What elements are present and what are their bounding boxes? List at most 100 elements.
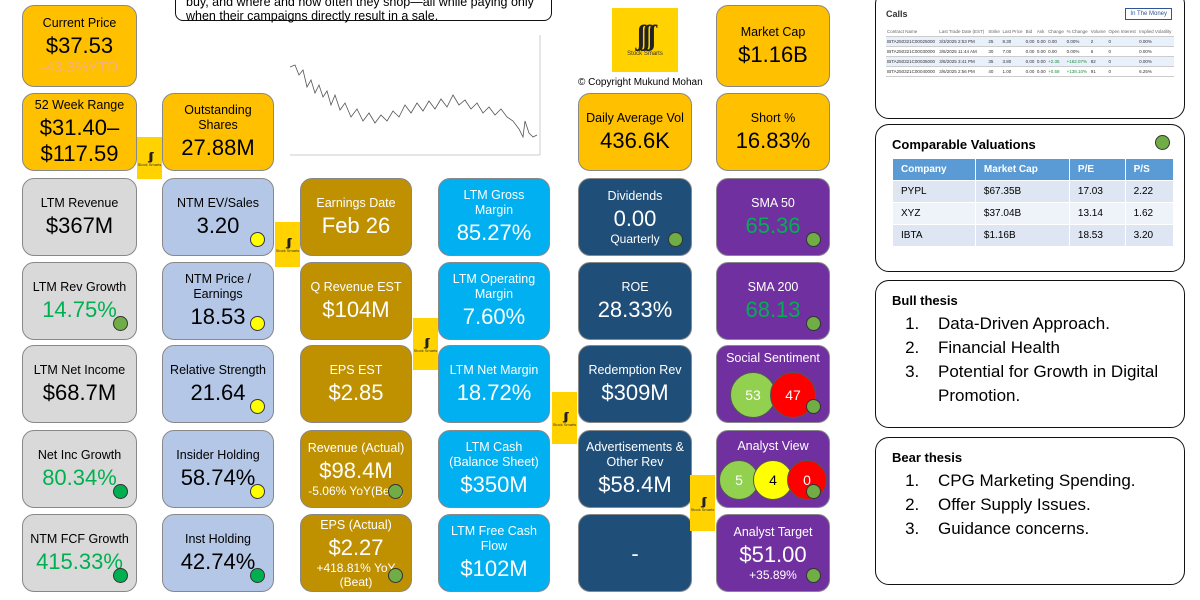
stock-smarts-logo: ʃʃʃ Stock Smarts [413, 318, 438, 370]
calls-cell: 0.00% [1065, 46, 1090, 57]
metric-card: LTM Operating Margin 7.60% [438, 262, 550, 340]
card-value: 68.13 [745, 296, 801, 322]
calls-cell: 7.00 [1001, 46, 1025, 57]
calls-cell: IBTA250321C00040000 [886, 66, 939, 77]
card-value: $37.53 [45, 32, 114, 58]
status-dot [806, 232, 821, 247]
card-title: Dividends [607, 188, 663, 203]
bear-thesis-list: CPG Marketing Spending.Offer Supply Issu… [892, 469, 1168, 541]
metric-card: Social Sentiment 53 47 [716, 345, 830, 423]
calls-cell: 3/6/2025 2:56 PM [938, 66, 988, 77]
card-title: Earnings Date [316, 195, 396, 210]
calls-header-cell: % Change [1065, 27, 1090, 37]
status-dot [1155, 135, 1170, 150]
calls-cell: 25 [987, 36, 1002, 47]
calls-cell: 0.00 [1024, 56, 1036, 67]
card-title: Net Inc Growth [37, 447, 122, 462]
comparables-cell: $1.16B [974, 224, 1070, 247]
card-value: $68.7M [42, 379, 117, 405]
calls-header-cell: Change [1047, 27, 1066, 37]
stock-smarts-logo: ʃʃʃ Stock Smarts [690, 475, 715, 531]
card-title: Outstanding Shares [184, 103, 252, 132]
callout-line: when their campaigns directly result in … [186, 9, 439, 23]
calls-header-cell: Last Trade Date (EST) [938, 27, 988, 37]
metric-card: Net Inc Growth 80.34% [22, 430, 137, 508]
calls-header-cell: Contract Name [886, 27, 939, 37]
bubble-row: 53 47 [730, 371, 816, 418]
metric-card: Current Price $37.53 -43.3%YTD [22, 5, 137, 87]
card-title: ROE [621, 279, 649, 294]
card-value: 7.60% [462, 304, 526, 329]
card-value: 42.74% [180, 548, 256, 574]
metric-card: 52 Week Range $31.40–$117.59 [22, 93, 137, 171]
card-title: Current Price [42, 15, 117, 30]
card-title: Advertisements & Other Rev [586, 440, 684, 469]
card-title: Relative Strength [170, 362, 266, 377]
calls-cell: 0.00 [1035, 36, 1048, 47]
status-dot [806, 568, 821, 583]
metric-card: NTM FCF Growth 415.33% [22, 514, 137, 592]
bear-thesis-title: Bear thesis [892, 450, 963, 465]
calls-cell: +0.58 [1047, 66, 1066, 77]
calls-cell: 35 [987, 56, 1002, 67]
card-value: 0.00 [613, 205, 657, 231]
bull-thesis-title: Bull thesis [892, 293, 958, 308]
comparables-row: IBTA $1.16B 18.53 3.20 [892, 224, 1175, 247]
card-title: LTM Cash (Balance Sheet) [449, 440, 539, 469]
card-value: 16.83% [735, 127, 811, 153]
calls-cell: IBTA250321C00025000 [886, 36, 939, 47]
bear-thesis-item: Offer Supply Issues. [924, 493, 1168, 517]
bull-thesis-item: Data-Driven Approach. [924, 312, 1168, 336]
calls-cell: 30 [987, 46, 1002, 57]
calls-cell: +162.07% [1065, 56, 1090, 67]
metric-card: Short % 16.83% [716, 93, 830, 171]
logo-glyph: ʃʃʃ [148, 148, 154, 163]
logo-text: Stock Smarts [137, 161, 162, 167]
card-value: 18.53 [190, 304, 246, 329]
card-title: SMA 50 [751, 195, 795, 210]
stock-smarts-logo: ʃʃʃ Stock Smarts [552, 392, 577, 444]
calls-filter: In The Money [1125, 8, 1172, 20]
card-value: 85.27% [456, 220, 532, 245]
card-sub: +418.81% YoY (Beat) [316, 560, 396, 589]
calls-header-cell: Last Price [1001, 27, 1025, 37]
logo-glyph: ʃʃʃ [563, 408, 569, 423]
calls-cell: +138.10% [1065, 66, 1090, 77]
card-title: Redemption Rev [588, 362, 682, 377]
card-title: Analyst View [737, 438, 809, 453]
sentiment-bubble: 5 [719, 459, 759, 500]
comparables-cell: 3.20 [1124, 224, 1175, 247]
metric-card: LTM Net Income $68.7M [22, 345, 137, 423]
calls-header-cell: Bid [1024, 27, 1036, 37]
card-value: $51.00 [739, 541, 807, 567]
calls-row: IBTA250321C00025000 3/3/2025 2:53 PM 25 8.3… [886, 36, 1174, 47]
card-value: $58.4M [598, 472, 672, 497]
metric-card: Revenue (Actual) $98.4M -5.06% YoY(Beat) [300, 430, 412, 508]
calls-cell: 1.00 [1001, 66, 1025, 77]
bull-thesis-panel: Bull thesis Data-Driven Approach.Financia… [875, 280, 1185, 428]
card-title: SMA 200 [747, 279, 799, 294]
calls-cell: 0.00 [1024, 36, 1036, 47]
card-value: $2.27 [328, 534, 384, 560]
sentiment-bubble: 53 [730, 371, 776, 418]
card-value: 415.33% [36, 548, 123, 574]
logo-text: Stock Smarts [552, 421, 577, 427]
card-sub: -5.06% YoY(Beat) [308, 483, 404, 498]
card-title: Analyst Target [733, 524, 813, 539]
calls-header-cell: Implied Volatility [1138, 27, 1174, 37]
comparables-cell: PYPL [892, 180, 976, 203]
card-title: Short % [750, 110, 796, 125]
comparables-title: Comparable Valuations [892, 137, 1036, 152]
card-value: 65.36 [745, 212, 801, 238]
card-title: EPS EST [329, 362, 383, 377]
card-sub: +35.89% [749, 567, 797, 582]
card-value: $2.85 [328, 379, 384, 405]
calls-cell: 0.00% [1138, 46, 1174, 57]
card-title: Insider Holding [176, 447, 260, 462]
metric-card: LTM Cash (Balance Sheet) $350M [438, 430, 550, 508]
calls-cell: 0 [1107, 66, 1139, 77]
metric-card: Advertisements & Other Rev $58.4M [578, 430, 692, 508]
calls-cell: 0.00% [1065, 36, 1090, 47]
card-value: $104M [322, 296, 390, 322]
